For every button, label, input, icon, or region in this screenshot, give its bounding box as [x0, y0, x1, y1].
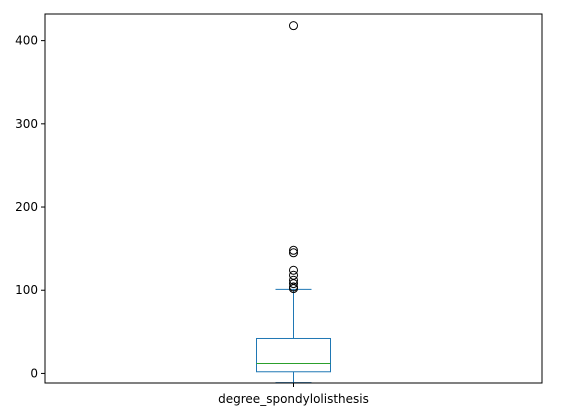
plot-marks	[256, 21, 331, 384]
y-tick-label: 100	[15, 283, 38, 297]
y-tick-label: 0	[30, 366, 38, 380]
outlier-point	[289, 265, 298, 275]
y-tick-label: 200	[15, 200, 38, 214]
outlier-point	[289, 245, 298, 255]
outlier-point	[289, 275, 298, 285]
x-axis: degree_spondylolisthesis	[218, 383, 369, 406]
y-axis: 0 100 200 300 400	[15, 34, 45, 380]
outlier-point	[289, 282, 298, 292]
outlier-point	[289, 21, 298, 31]
iqr-box	[256, 337, 331, 373]
y-tick-label: 300	[15, 117, 38, 131]
x-tick-label: degree_spondylolisthesis	[218, 392, 369, 406]
y-tick-label: 400	[15, 34, 38, 48]
outlier-point	[289, 270, 298, 280]
outlier-point	[289, 248, 298, 258]
